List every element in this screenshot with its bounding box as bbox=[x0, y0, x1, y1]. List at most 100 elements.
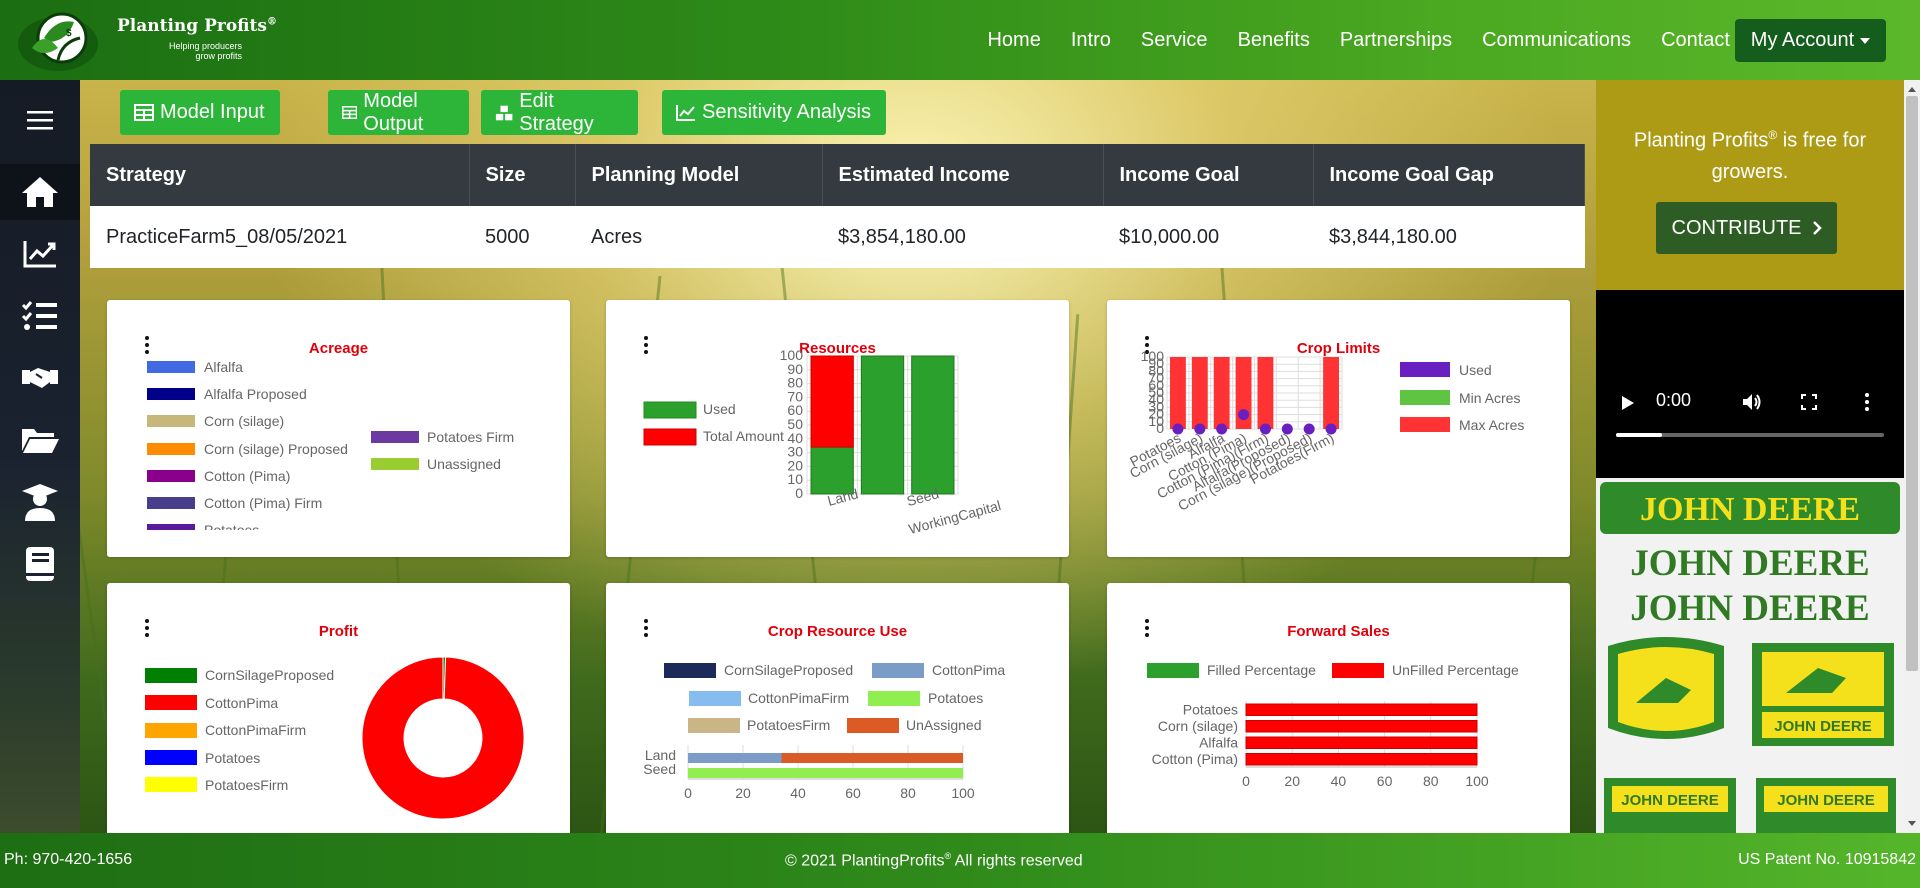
crop-resource-bars bbox=[688, 753, 963, 778]
legend-item-min-acres: Min Acres bbox=[1400, 390, 1520, 406]
y-tick-30: 30 bbox=[787, 444, 803, 460]
point-used-alfalfa bbox=[1216, 423, 1228, 435]
edit-strategy-label: Edit Strategy bbox=[519, 89, 594, 135]
cubes-icon bbox=[495, 105, 513, 120]
bar-max-alfalfa bbox=[1213, 357, 1230, 429]
promo-text: Planting Profits® is free for growers. bbox=[1633, 128, 1867, 183]
svg-text:Total Amount: Total Amount bbox=[703, 428, 784, 444]
nav-service[interactable]: Service bbox=[1140, 28, 1208, 51]
y-label-seed: Seed bbox=[643, 761, 676, 777]
y-tick-10: 10 bbox=[787, 471, 803, 487]
x-tick-60: 60 bbox=[845, 785, 861, 801]
graduate-icon[interactable] bbox=[0, 474, 80, 530]
chart-line-icon bbox=[676, 105, 695, 121]
legend-item-cottonpima: CottonPima bbox=[872, 662, 1005, 678]
nav-home[interactable]: Home bbox=[987, 28, 1041, 51]
table-row[interactable]: PracticeFarm5_08/05/2021 5000 Acres $3,8… bbox=[90, 206, 1585, 268]
legend-item-alfalfa: Alfalfa bbox=[147, 359, 243, 375]
model-input-button[interactable]: Model Input bbox=[120, 90, 280, 135]
profit-card: Profit CornSilageProposed CottonPima Cot… bbox=[107, 583, 570, 833]
nav-intro[interactable]: Intro bbox=[1070, 28, 1111, 51]
volume-icon[interactable] bbox=[1742, 393, 1762, 411]
model-output-button[interactable]: Model Output bbox=[328, 90, 469, 135]
svg-text:CottonPimaFirm: CottonPimaFirm bbox=[748, 690, 849, 706]
y-tick-20: 20 bbox=[1148, 406, 1164, 422]
y-tick-20: 20 bbox=[787, 457, 803, 473]
col-income-goal-gap: Income Goal Gap bbox=[1313, 144, 1585, 206]
checklist-icon[interactable] bbox=[0, 288, 80, 344]
menu-icon[interactable] bbox=[0, 92, 80, 148]
brand-name[interactable]: Planting Profits® bbox=[117, 16, 277, 36]
svg-text:Cotton (Pima) Firm: Cotton (Pima) Firm bbox=[204, 495, 322, 511]
home-icon[interactable] bbox=[0, 164, 80, 220]
crop-limits-bars bbox=[1170, 357, 1339, 435]
nav-benefits[interactable]: Benefits bbox=[1237, 28, 1310, 51]
scroll-up-icon[interactable] bbox=[1904, 82, 1920, 98]
crop-resource-x-ticks: 0 20 40 60 80 100 bbox=[684, 785, 975, 801]
y-tick-90: 90 bbox=[1148, 355, 1164, 371]
point-used-alfalfa-proposed bbox=[1281, 423, 1293, 435]
legend-item-potatoesfirm: PotatoesFirm bbox=[145, 777, 288, 793]
scrollbar-thumb[interactable] bbox=[1906, 96, 1918, 671]
scroll-down-icon[interactable] bbox=[1904, 815, 1920, 831]
folder-open-icon[interactable] bbox=[0, 412, 80, 468]
legend-item-total-amount: Total Amount bbox=[643, 428, 784, 446]
video-player[interactable]: 0:00 bbox=[1596, 290, 1904, 478]
play-icon[interactable] bbox=[1621, 395, 1635, 411]
kebab-menu-icon[interactable] bbox=[1145, 336, 1149, 354]
bar-land-used bbox=[810, 446, 854, 495]
legend-item-potatoes-firm: Potatoes Firm bbox=[371, 429, 514, 445]
svg-text:JOHN DEERE: JOHN DEERE bbox=[1640, 491, 1860, 528]
kebab-menu-icon[interactable] bbox=[644, 336, 648, 354]
fullscreen-icon[interactable] bbox=[1801, 394, 1817, 410]
nav-communications[interactable]: Communications bbox=[1482, 28, 1632, 51]
video-progress-track[interactable] bbox=[1616, 433, 1884, 437]
kebab-menu-icon[interactable] bbox=[644, 619, 648, 637]
left-sidebar bbox=[0, 80, 80, 833]
bar-alfalfa-unfilled-percentage bbox=[1245, 736, 1478, 749]
point-used-potatoes bbox=[1172, 423, 1184, 435]
nav-partnerships[interactable]: Partnerships bbox=[1339, 28, 1453, 51]
john-deere-logo-collage: JOHN DEERE JOHN DEERE JOHN DEERE JOHN DE… bbox=[1600, 482, 1900, 833]
col-strategy: Strategy bbox=[90, 144, 470, 206]
crop-limits-title: Crop Limits bbox=[1296, 340, 1381, 357]
sensitivity-analysis-label: Sensitivity Analysis bbox=[702, 101, 871, 123]
point-used-cotton-pima bbox=[1238, 409, 1250, 421]
kebab-menu-icon[interactable] bbox=[145, 619, 149, 637]
svg-text:JOHN DEERE: JOHN DEERE bbox=[1774, 718, 1872, 735]
more-vertical-icon[interactable] bbox=[1864, 393, 1870, 411]
contribute-button[interactable]: CONTRIBUTE bbox=[1656, 202, 1837, 254]
forward-sales-bars bbox=[1245, 703, 1478, 766]
y-tick-0: 0 bbox=[1156, 420, 1164, 436]
table-icon bbox=[342, 106, 358, 119]
legend-item-alfalfa-proposed: Alfalfa Proposed bbox=[147, 386, 307, 402]
y-tick-60: 60 bbox=[1148, 377, 1164, 393]
sensitivity-analysis-button[interactable]: Sensitivity Analysis bbox=[662, 90, 886, 135]
chart-line-icon[interactable] bbox=[0, 226, 80, 282]
legend-item-max-acres: Max Acres bbox=[1400, 417, 1524, 433]
y-tick-60: 60 bbox=[787, 402, 803, 418]
kebab-menu-icon[interactable] bbox=[145, 336, 149, 354]
x-tick-80: 80 bbox=[900, 785, 916, 801]
john-deere-ad[interactable]: JOHN DEERE JOHN DEERE JOHN DEERE JOHN DE… bbox=[1596, 478, 1904, 833]
bar-land-cottonpima bbox=[688, 753, 782, 763]
my-account-dropdown[interactable]: My Account bbox=[1735, 19, 1886, 62]
profit-chart: CornSilageProposed CottonPima CottonPima… bbox=[145, 656, 525, 820]
legend-item-filled-percentage: Filled Percentage bbox=[1147, 662, 1316, 678]
svg-text:Filled Percentage: Filled Percentage bbox=[1207, 662, 1316, 678]
legend-item-used: Used bbox=[1400, 362, 1492, 378]
col-size: Size bbox=[469, 144, 576, 206]
cell-estimated-income: $3,854,180.00 bbox=[822, 206, 1103, 268]
book-icon[interactable] bbox=[0, 536, 80, 592]
kebab-menu-icon[interactable] bbox=[1145, 619, 1149, 637]
page-scrollbar[interactable] bbox=[1904, 80, 1920, 833]
edit-strategy-button[interactable]: Edit Strategy bbox=[481, 90, 638, 135]
planting-profits-logo[interactable]: $ bbox=[14, 8, 102, 74]
y-label-alfalfa: Alfalfa bbox=[1199, 734, 1238, 750]
legend-item-cornsilageproposed: CornSilageProposed bbox=[145, 667, 334, 683]
video-progress-fill bbox=[1616, 433, 1662, 437]
handshake-icon[interactable] bbox=[0, 350, 80, 406]
point-used-corn-silage bbox=[1194, 423, 1206, 435]
svg-text:Potatoes: Potatoes bbox=[205, 750, 260, 766]
y-tick-70: 70 bbox=[1148, 370, 1164, 386]
